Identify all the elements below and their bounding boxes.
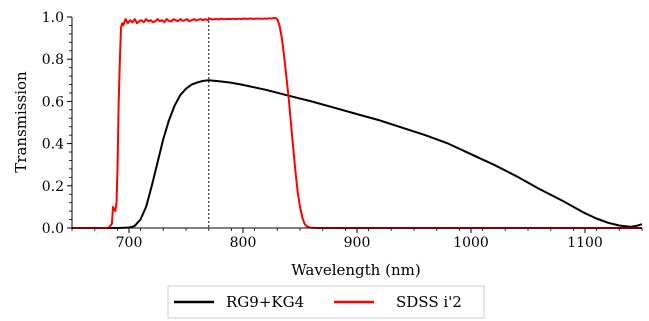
x-tick-label: 1000 bbox=[453, 235, 489, 251]
y-tick-label: 0.0 bbox=[42, 221, 64, 237]
plot-area bbox=[72, 17, 643, 229]
legend: RG9+KG4 SDSS i'2 bbox=[167, 285, 485, 319]
y-axis-title: Transmission bbox=[12, 71, 30, 173]
y-tick-label: 0.6 bbox=[42, 94, 64, 110]
x-tick-label: 700 bbox=[116, 235, 143, 251]
y-tick-label: 1.0 bbox=[42, 10, 64, 26]
series-line-rg9-kg4 bbox=[72, 79, 643, 229]
y-tick-label: 0.8 bbox=[42, 52, 64, 68]
legend-label-rg9-kg4: RG9+KG4 bbox=[226, 293, 304, 311]
x-tick-label: 1100 bbox=[567, 235, 603, 251]
series-line-sdss-i-2 bbox=[72, 17, 642, 229]
x-tick-label: 800 bbox=[230, 235, 257, 251]
x-axis-title: Wavelength (nm) bbox=[291, 261, 420, 279]
x-tick-label: 900 bbox=[344, 235, 371, 251]
y-tick-label: 0.2 bbox=[42, 179, 64, 195]
legend-label-sdss-i2: SDSS i'2 bbox=[396, 293, 462, 311]
axes: 700 800 900 1000 1100 0.0 0.2 0.4 0.6 0.8 1.0 bbox=[42, 10, 643, 251]
y-tick-label: 0.4 bbox=[42, 137, 64, 153]
legend-box bbox=[167, 285, 485, 319]
